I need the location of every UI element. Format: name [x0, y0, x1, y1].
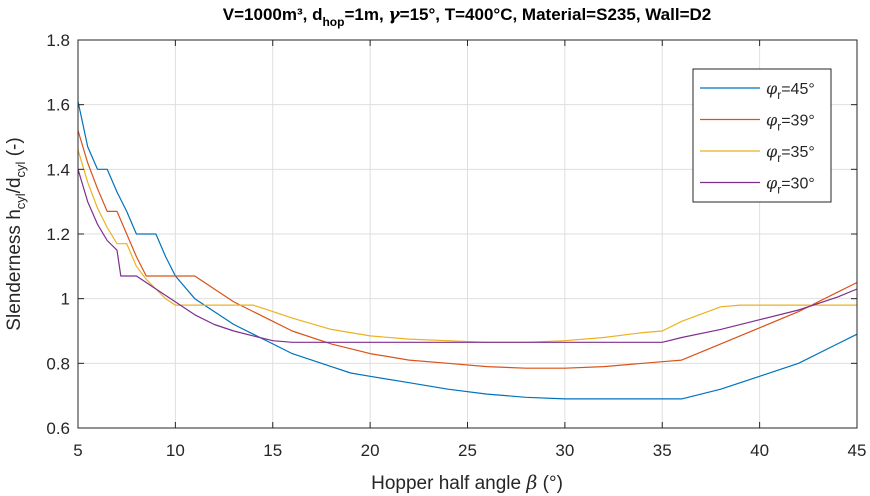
x-tick-label: 35: [653, 441, 672, 460]
series-line: [77, 101, 858, 400]
x-tick-label: 20: [361, 441, 380, 460]
x-tick-label: 15: [263, 441, 282, 460]
y-tick-label: 1.4: [46, 160, 70, 179]
y-tick-label: 1: [61, 290, 70, 309]
legend: φr=45° φr=39° φr=35° φr=30°: [692, 68, 832, 203]
series-line: [77, 169, 858, 343]
legend-label: φr=45°: [766, 79, 815, 102]
series-lines: [77, 101, 858, 400]
y-tick-label: 1.6: [46, 96, 70, 115]
tick-labels: 5 10 15 20 25 30 35 40 45 0.6 0.8 1 1.2 1.4 1.6 1.8: [46, 31, 866, 460]
x-tick-label: 40: [750, 441, 769, 460]
x-tick-label: 45: [848, 441, 867, 460]
y-tick-label: 1.2: [46, 225, 70, 244]
legend-label: φr=35°: [766, 142, 815, 165]
y-tick-label: 0.6: [46, 419, 70, 438]
x-tick-label: 30: [555, 441, 574, 460]
y-axis-label: Slenderness hcyl/dcyl (-): [4, 137, 28, 330]
x-tick-label: 5: [73, 441, 82, 460]
y-tick-label: 1.8: [46, 31, 70, 50]
x-tick-label: 25: [458, 441, 477, 460]
x-tick-label: 10: [166, 441, 185, 460]
legend-label: φr=30°: [766, 174, 815, 197]
ticks: [77, 39, 858, 429]
series-line: [77, 130, 858, 369]
legend-label: φr=39°: [766, 111, 815, 134]
chart-title: V=1000m³, dhop=1m, γ=15°, T=400°C, Mater…: [223, 5, 711, 29]
series-line: [77, 149, 857, 343]
x-axis-label: Hopper half angle β (°): [371, 472, 563, 494]
legend-box: [692, 68, 832, 203]
y-tick-label: 0.8: [46, 354, 70, 373]
